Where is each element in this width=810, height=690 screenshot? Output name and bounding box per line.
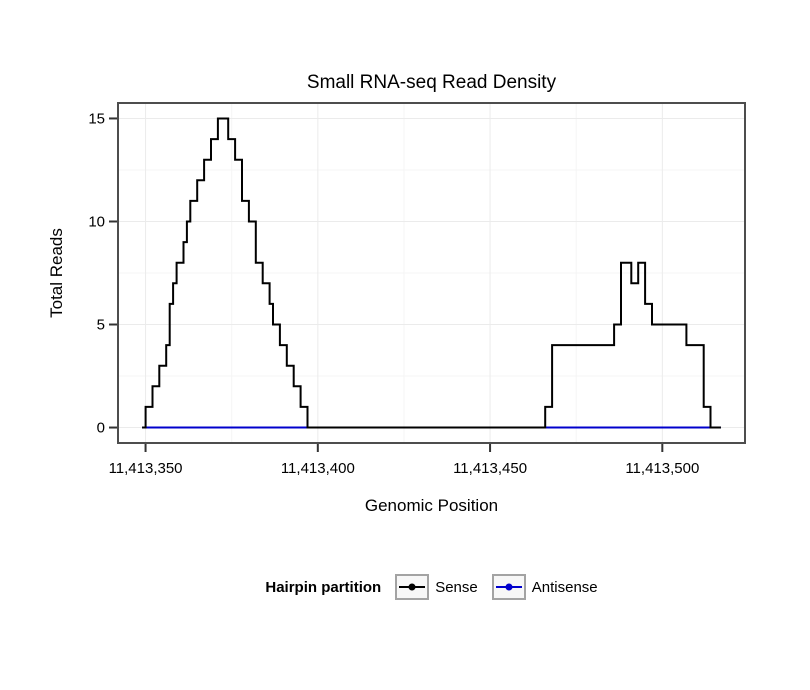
series-line-sense [142, 117, 721, 429]
y-tick-label: 5 [97, 317, 105, 334]
legend-key-point [505, 583, 513, 591]
legend-item-sense: Sense [395, 574, 478, 600]
chart-title: Small RNA-seq Read Density [306, 72, 557, 93]
plot-canvas: 11,413,350 11,413,400 11,413,450 11,413,500… [88, 102, 746, 477]
legend: Hairpin partition Sense Antisense [118, 574, 745, 600]
x-tick-label: 11,413,500 [625, 460, 699, 477]
legend-item-antisense: Antisense [491, 574, 598, 600]
y-tick-label: 10 [88, 213, 105, 230]
x-tick-label: 11,413,450 [453, 460, 527, 477]
legend-key-glyph [399, 583, 426, 591]
legend-title: Hairpin partition [265, 578, 382, 596]
legend-item-label: Antisense [531, 578, 598, 596]
legend-key-sense [395, 574, 430, 600]
legend-key-antisense [491, 574, 526, 600]
x-tick-label: 11,413,350 [109, 460, 183, 477]
y-tick-label: 15 [88, 110, 105, 127]
legend-item-label: Sense [435, 578, 478, 596]
legend-key-glyph [495, 583, 522, 591]
y-tick-label: 0 [97, 420, 105, 437]
x-axis-title: Genomic Position [364, 496, 499, 515]
legend-items: Sense Antisense [395, 574, 598, 600]
panel-border [117, 102, 746, 444]
legend-key-point [408, 583, 416, 591]
x-tick-label: 11,413,400 [281, 460, 355, 477]
